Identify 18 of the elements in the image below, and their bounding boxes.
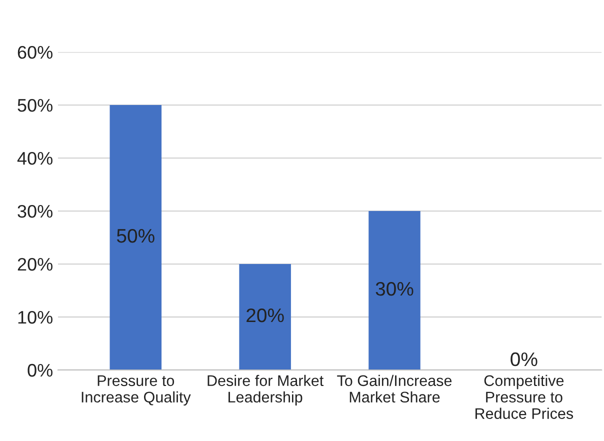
x-tick-label: Competitive Pressure to Reduce Prices: [476, 374, 574, 419]
y-tick-label: 50%: [18, 98, 52, 112]
x-tick-label: Desire for Market Leadership: [208, 374, 324, 406]
x-tick-label: To Gain/Increase Market Share: [337, 374, 452, 403]
y-tick-label: 0%: [28, 364, 52, 377]
data-label: 50%: [116, 228, 154, 243]
y-tick-label: 20%: [18, 258, 52, 271]
y-tick-label: 30%: [18, 204, 52, 218]
y-tick-label: 40%: [17, 152, 52, 165]
bar: [239, 264, 291, 370]
data-label: 20%: [246, 308, 284, 322]
y-tick-label: 60%: [18, 46, 52, 59]
data-label: 0%: [510, 352, 538, 366]
bar: [368, 211, 420, 370]
data-label: 30%: [376, 282, 414, 296]
y-tick-label: 10%: [18, 310, 52, 324]
x-tick-label: Pressure to Increase Quality: [82, 375, 191, 406]
bar: [110, 105, 162, 370]
